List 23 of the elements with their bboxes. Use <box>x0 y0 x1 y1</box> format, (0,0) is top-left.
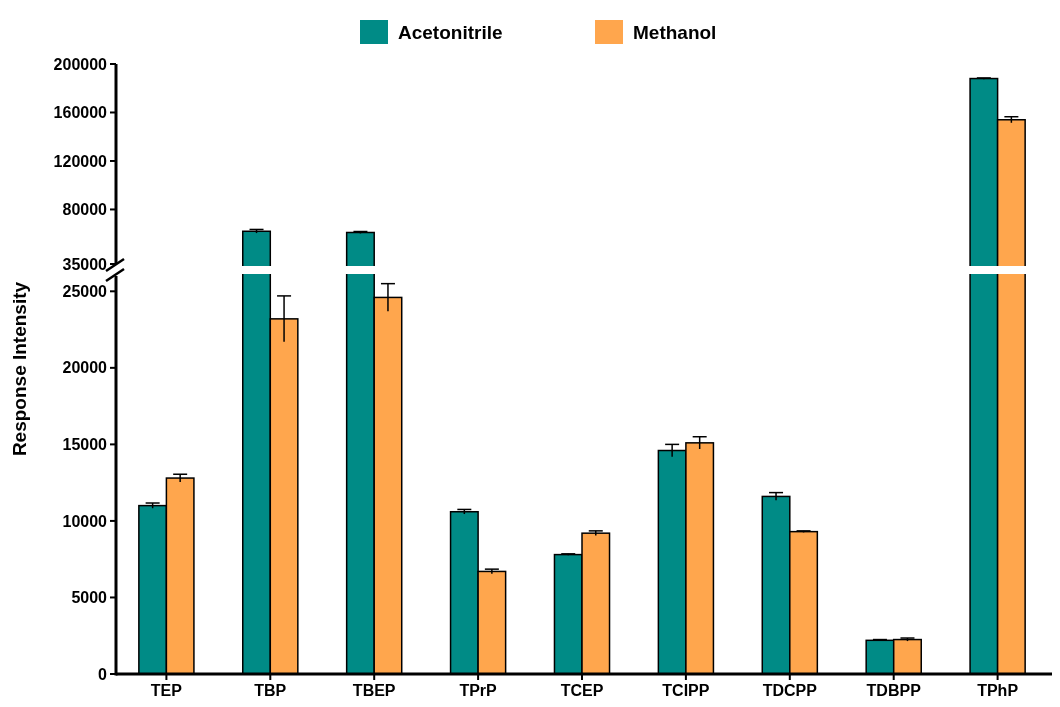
y-tick-label: 200000 <box>53 55 108 73</box>
legend-label: Methanol <box>633 21 717 43</box>
legend-label: Acetonitrile <box>398 21 503 43</box>
x-tick-label: TPrP <box>459 682 498 699</box>
y-tick-label: 15000 <box>62 435 108 453</box>
x-tick-label: TPhP <box>977 682 1019 699</box>
x-tick-label: TCIPP <box>662 682 710 699</box>
y-tick-label: 20000 <box>62 359 108 377</box>
x-tick-label: TCEP <box>560 682 604 699</box>
y-tick-label: 25000 <box>62 282 108 300</box>
y-tick-label: 5000 <box>71 589 108 607</box>
x-tick-label: TEP <box>150 682 183 699</box>
y-tick-label: 80000 <box>62 201 108 219</box>
x-tick-label: TBP <box>254 682 287 699</box>
y-tick-label: 0 <box>98 665 108 683</box>
y-tick-label: 10000 <box>62 512 108 530</box>
x-tick-label: TDCPP <box>762 682 818 699</box>
y-tick-label: 35000 <box>62 255 108 273</box>
y-tick-label: 120000 <box>53 152 108 170</box>
x-tick-label: TDBPP <box>866 682 922 699</box>
x-tick-label: TBEP <box>352 682 396 699</box>
y-tick-label: 160000 <box>53 104 108 122</box>
y-axis-title: Response Intensity <box>9 281 30 457</box>
